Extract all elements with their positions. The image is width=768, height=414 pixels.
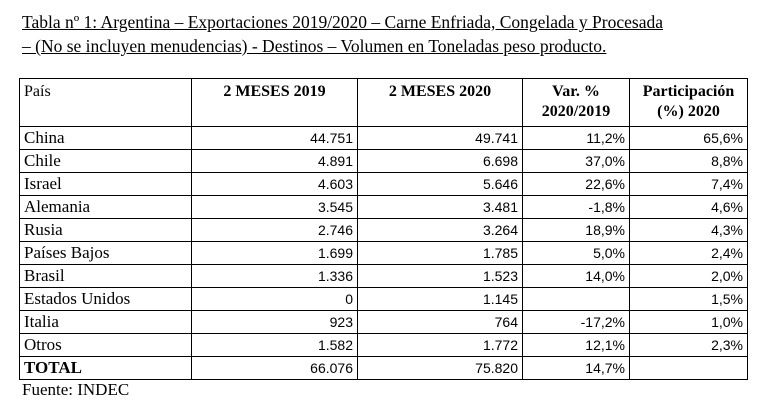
cell-variation — [522, 287, 630, 311]
table-row: Israel 4.603 5.646 22,6% 7,4% — [19, 172, 748, 196]
header-variation-line-1: Var. % — [552, 83, 600, 100]
cell-country: Otros — [19, 333, 192, 357]
header-participation-line-2: (%) 2020 — [657, 103, 720, 120]
cell-2020: 3.264 — [357, 218, 523, 242]
cell-2019: 2.746 — [191, 218, 358, 242]
cell-variation: 22,6% — [522, 172, 630, 196]
cell-2020: 6.698 — [357, 149, 523, 173]
header-2019: 2 MESES 2019 — [191, 78, 358, 127]
table-row: Brasil 1.336 1.523 14,0% 2,0% — [19, 264, 748, 288]
cell-2019: 3.545 — [191, 195, 358, 219]
cell-country: Israel — [19, 172, 192, 196]
cell-country: Brasil — [19, 264, 192, 288]
caption-line-1: Tabla nº 1: Argentina – Exportaciones 20… — [22, 12, 663, 32]
cell-country: Rusia — [19, 218, 192, 242]
cell-variation: 14,0% — [522, 264, 630, 288]
cell-participation: 1,0% — [629, 310, 748, 334]
cell-2020: 5.646 — [357, 172, 523, 196]
cell-variation: 37,0% — [522, 149, 630, 173]
table-row: Alemania 3.545 3.481 -1,8% 4,6% — [19, 195, 748, 219]
table-row: Chile 4.891 6.698 37,0% 8,8% — [19, 149, 748, 173]
cell-participation: 2,0% — [629, 264, 748, 288]
header-participation: Participación (%) 2020 — [629, 78, 748, 127]
cell-country: Alemania — [19, 195, 192, 219]
table-row: Italia 923 764 -17,2% 1,0% — [19, 310, 748, 334]
cell-2019: 1.699 — [191, 241, 358, 265]
cell-2019: 4.891 — [191, 149, 358, 173]
cell-2020: 1.772 — [357, 333, 523, 357]
header-variation-line-2: 2020/2019 — [541, 103, 611, 120]
cell-participation — [629, 356, 748, 380]
cell-country: Países Bajos — [19, 241, 192, 265]
cell-2020: 764 — [357, 310, 523, 334]
table-row: Países Bajos 1.699 1.785 5,0% 2,4% — [19, 241, 748, 265]
cell-2019: 1.582 — [191, 333, 358, 357]
cell-country: Estados Unidos — [19, 287, 192, 311]
exports-table: País 2 MESES 2019 2 MESES 2020 Var. % 20… — [19, 78, 748, 380]
cell-2019: 66.076 — [191, 356, 358, 380]
header-2020: 2 MESES 2020 — [357, 78, 523, 127]
table-body: China 44.751 49.741 11,2% 65,6% Chile 4.… — [19, 126, 748, 380]
table-row: China 44.751 49.741 11,2% 65,6% — [19, 126, 748, 150]
cell-participation: 7,4% — [629, 172, 748, 196]
cell-2019: 4.603 — [191, 172, 358, 196]
total-row: TOTAL 66.076 75.820 14,7% — [19, 356, 748, 380]
cell-participation: 8,8% — [629, 149, 748, 173]
table-row: Rusia 2.746 3.264 18,9% 4,3% — [19, 218, 748, 242]
source-note: Fuente: INDEC — [22, 380, 130, 399]
cell-variation: 12,1% — [522, 333, 630, 357]
cell-variation: -1,8% — [522, 195, 630, 219]
cell-variation: -17,2% — [522, 310, 630, 334]
cell-participation: 4,6% — [629, 195, 748, 219]
caption-line-2: – (No se incluyen menudencias) - Destino… — [22, 36, 607, 56]
cell-2019: 0 — [191, 287, 358, 311]
table-header-row: País 2 MESES 2019 2 MESES 2020 Var. % 20… — [19, 78, 748, 127]
cell-participation: 4,3% — [629, 218, 748, 242]
cell-country: TOTAL — [19, 356, 192, 380]
cell-country: Chile — [19, 149, 192, 173]
header-participation-line-1: Participación — [642, 83, 735, 100]
cell-2020: 75.820 — [357, 356, 523, 380]
cell-2019: 923 — [191, 310, 358, 334]
cell-2020: 1.523 — [357, 264, 523, 288]
table-caption: Tabla nº 1: Argentina – Exportaciones 20… — [22, 10, 752, 58]
cell-variation: 11,2% — [522, 126, 630, 150]
cell-2020: 1.785 — [357, 241, 523, 265]
cell-2020: 1.145 — [357, 287, 523, 311]
cell-2020: 3.481 — [357, 195, 523, 219]
cell-variation: 18,9% — [522, 218, 630, 242]
cell-participation: 1,5% — [629, 287, 748, 311]
cell-variation: 14,7% — [522, 356, 630, 380]
cell-country: Italia — [19, 310, 192, 334]
cell-country: China — [19, 126, 192, 150]
cell-2020: 49.741 — [357, 126, 523, 150]
header-country: País — [19, 78, 192, 127]
cell-participation: 2,3% — [629, 333, 748, 357]
table-row: Otros 1.582 1.772 12,1% 2,3% — [19, 333, 748, 357]
cell-2019: 1.336 — [191, 264, 358, 288]
cell-participation: 2,4% — [629, 241, 748, 265]
table-row: Estados Unidos 0 1.145 1,5% — [19, 287, 748, 311]
cell-2019: 44.751 — [191, 126, 358, 150]
header-variation: Var. % 2020/2019 — [522, 78, 630, 127]
cell-variation: 5,0% — [522, 241, 630, 265]
cell-participation: 65,6% — [629, 126, 748, 150]
